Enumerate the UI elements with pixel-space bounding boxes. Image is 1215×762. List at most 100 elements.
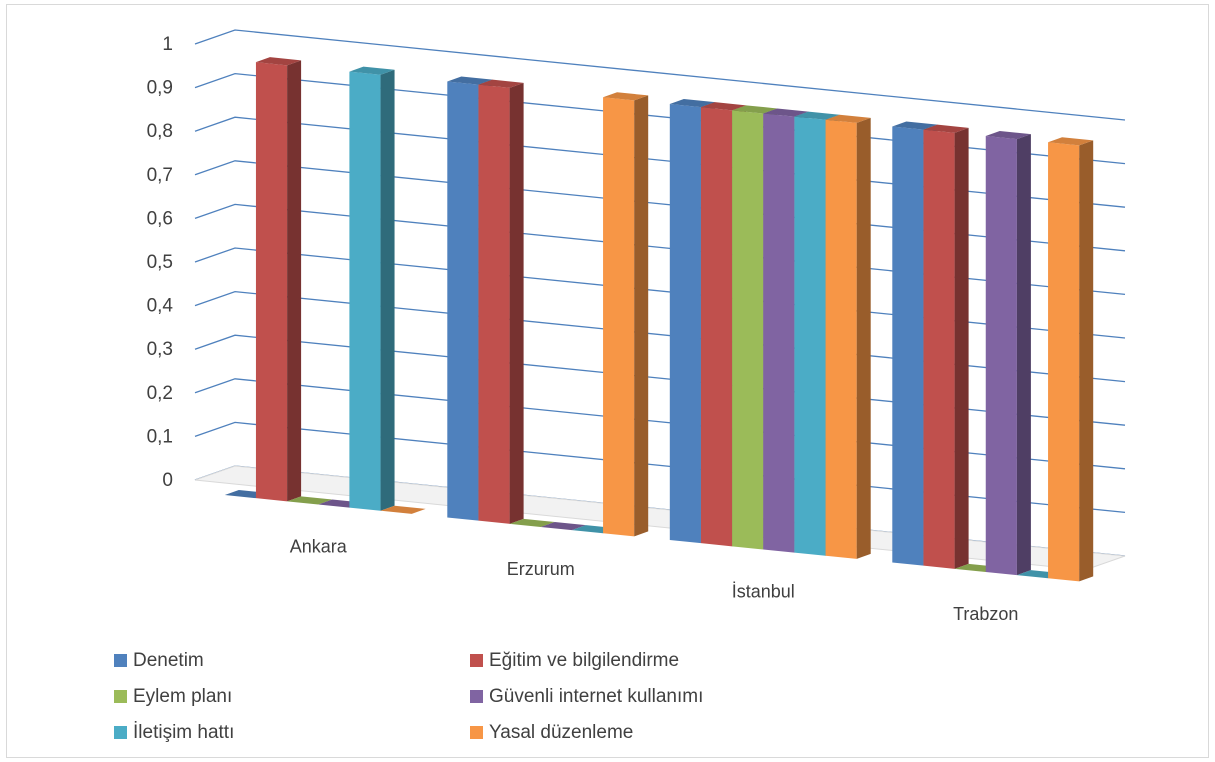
bar bbox=[1048, 137, 1094, 582]
bar-front bbox=[603, 97, 635, 537]
bar-side bbox=[1016, 134, 1031, 576]
bar-top bbox=[985, 130, 1031, 140]
y-tick-label: 0,9 bbox=[147, 78, 173, 99]
legend-swatch bbox=[114, 690, 127, 703]
bar-front bbox=[447, 81, 479, 521]
bar-front bbox=[985, 135, 1017, 576]
bar-side bbox=[1079, 140, 1094, 582]
bar bbox=[603, 92, 649, 537]
bar-top bbox=[763, 108, 809, 117]
legend-label: İletişim hattı bbox=[133, 722, 234, 743]
bar bbox=[287, 496, 333, 505]
bar-front bbox=[700, 107, 733, 547]
bar-front bbox=[794, 116, 826, 556]
bar bbox=[985, 130, 1031, 576]
y-tick-label: 0,6 bbox=[147, 208, 173, 229]
y-tick-label: 0,4 bbox=[147, 296, 174, 317]
bar-top bbox=[447, 76, 493, 85]
bar-top bbox=[349, 66, 395, 75]
legend-item: Yasal düzenleme bbox=[470, 722, 633, 743]
gridline bbox=[194, 116, 1126, 208]
y-axis-ticks: 0 0,1 0,2 0,3 0,4 0,5 0,6 0,7 0,8 0,9 1 bbox=[147, 34, 174, 491]
bar-front bbox=[255, 62, 288, 502]
bar-top bbox=[380, 505, 426, 514]
y-tick-label: 0,5 bbox=[147, 252, 173, 273]
x-category-label: Trabzon bbox=[953, 604, 1018, 624]
gridline bbox=[194, 203, 1126, 296]
bar-side bbox=[287, 60, 302, 502]
legend-label: Denetim bbox=[133, 650, 204, 671]
legend-label: Eylem planı bbox=[133, 686, 232, 707]
bar bbox=[380, 505, 426, 514]
bar-side bbox=[380, 69, 395, 511]
legend-item: Eylem planı bbox=[114, 686, 232, 707]
bar-top bbox=[255, 57, 302, 66]
bar-top bbox=[603, 92, 649, 101]
bar-front bbox=[478, 84, 510, 524]
gridline bbox=[194, 378, 1126, 470]
bar-front bbox=[349, 71, 381, 511]
y-tick-label: 0,3 bbox=[147, 339, 173, 360]
bar bbox=[923, 124, 969, 569]
y-tick-label: 0,2 bbox=[147, 383, 173, 404]
gridline bbox=[194, 290, 1126, 383]
x-category-label: Ankara bbox=[290, 536, 348, 556]
legend: Denetim Eğitim ve bilgilendirme Eylem plan… bbox=[114, 650, 703, 743]
bar-front bbox=[763, 113, 795, 553]
bar-top bbox=[923, 124, 969, 133]
legend-swatch bbox=[114, 654, 127, 667]
bars bbox=[224, 57, 1094, 582]
bar-top bbox=[1048, 137, 1094, 146]
legend-label: Eğitim ve bilgilendirme bbox=[489, 650, 679, 671]
bar-front bbox=[923, 129, 955, 569]
bar bbox=[540, 521, 586, 531]
gridline bbox=[194, 29, 1126, 121]
gridline bbox=[194, 334, 1126, 426]
x-category-label: İstanbul bbox=[732, 581, 795, 601]
bar-top bbox=[478, 79, 524, 88]
legend-item: Güvenli internet kullanımı bbox=[470, 686, 703, 707]
bar bbox=[509, 518, 555, 527]
bar-front bbox=[892, 126, 924, 566]
legend-swatch bbox=[470, 726, 483, 739]
bar-top bbox=[700, 102, 747, 111]
legend-item: Denetim bbox=[114, 650, 204, 671]
bar-front bbox=[669, 104, 701, 544]
legend-swatch bbox=[470, 654, 483, 667]
bar-top bbox=[732, 105, 778, 114]
legend-label: Yasal düzenleme bbox=[489, 722, 633, 743]
bar-side bbox=[954, 127, 969, 569]
gridline bbox=[194, 421, 1126, 514]
bar-front bbox=[1048, 142, 1080, 582]
gridline bbox=[194, 247, 1126, 339]
bar-top bbox=[825, 114, 871, 123]
y-tick-label: 0,1 bbox=[147, 426, 173, 447]
bar-top bbox=[794, 111, 840, 120]
bar-top bbox=[287, 496, 333, 505]
bar-top bbox=[509, 518, 555, 527]
bar-front bbox=[825, 119, 857, 559]
legend-swatch bbox=[470, 690, 483, 703]
bar bbox=[825, 114, 871, 559]
gridline bbox=[194, 72, 1126, 165]
y-tick-label: 0 bbox=[162, 470, 173, 491]
bar-top bbox=[892, 121, 938, 130]
y-tick-label: 1 bbox=[162, 34, 173, 55]
bar bbox=[478, 79, 524, 524]
gridline bbox=[194, 160, 1126, 252]
bar-top bbox=[540, 521, 586, 531]
x-axis-categories: Ankara Erzurum İstanbul Trabzon bbox=[290, 536, 1019, 624]
bar-front bbox=[732, 110, 764, 550]
x-category-label: Erzurum bbox=[507, 559, 575, 579]
legend-item: İletişim hattı bbox=[114, 722, 234, 743]
legend-label: Güvenli internet kullanımı bbox=[489, 686, 703, 707]
bar-top bbox=[669, 99, 715, 108]
bar-side bbox=[634, 95, 649, 537]
y-tick-label: 0,8 bbox=[147, 121, 173, 142]
bar-side bbox=[856, 117, 871, 559]
bar bbox=[349, 66, 395, 511]
bar bbox=[255, 57, 302, 502]
legend-swatch bbox=[114, 726, 127, 739]
y-tick-label: 0,7 bbox=[147, 165, 173, 186]
